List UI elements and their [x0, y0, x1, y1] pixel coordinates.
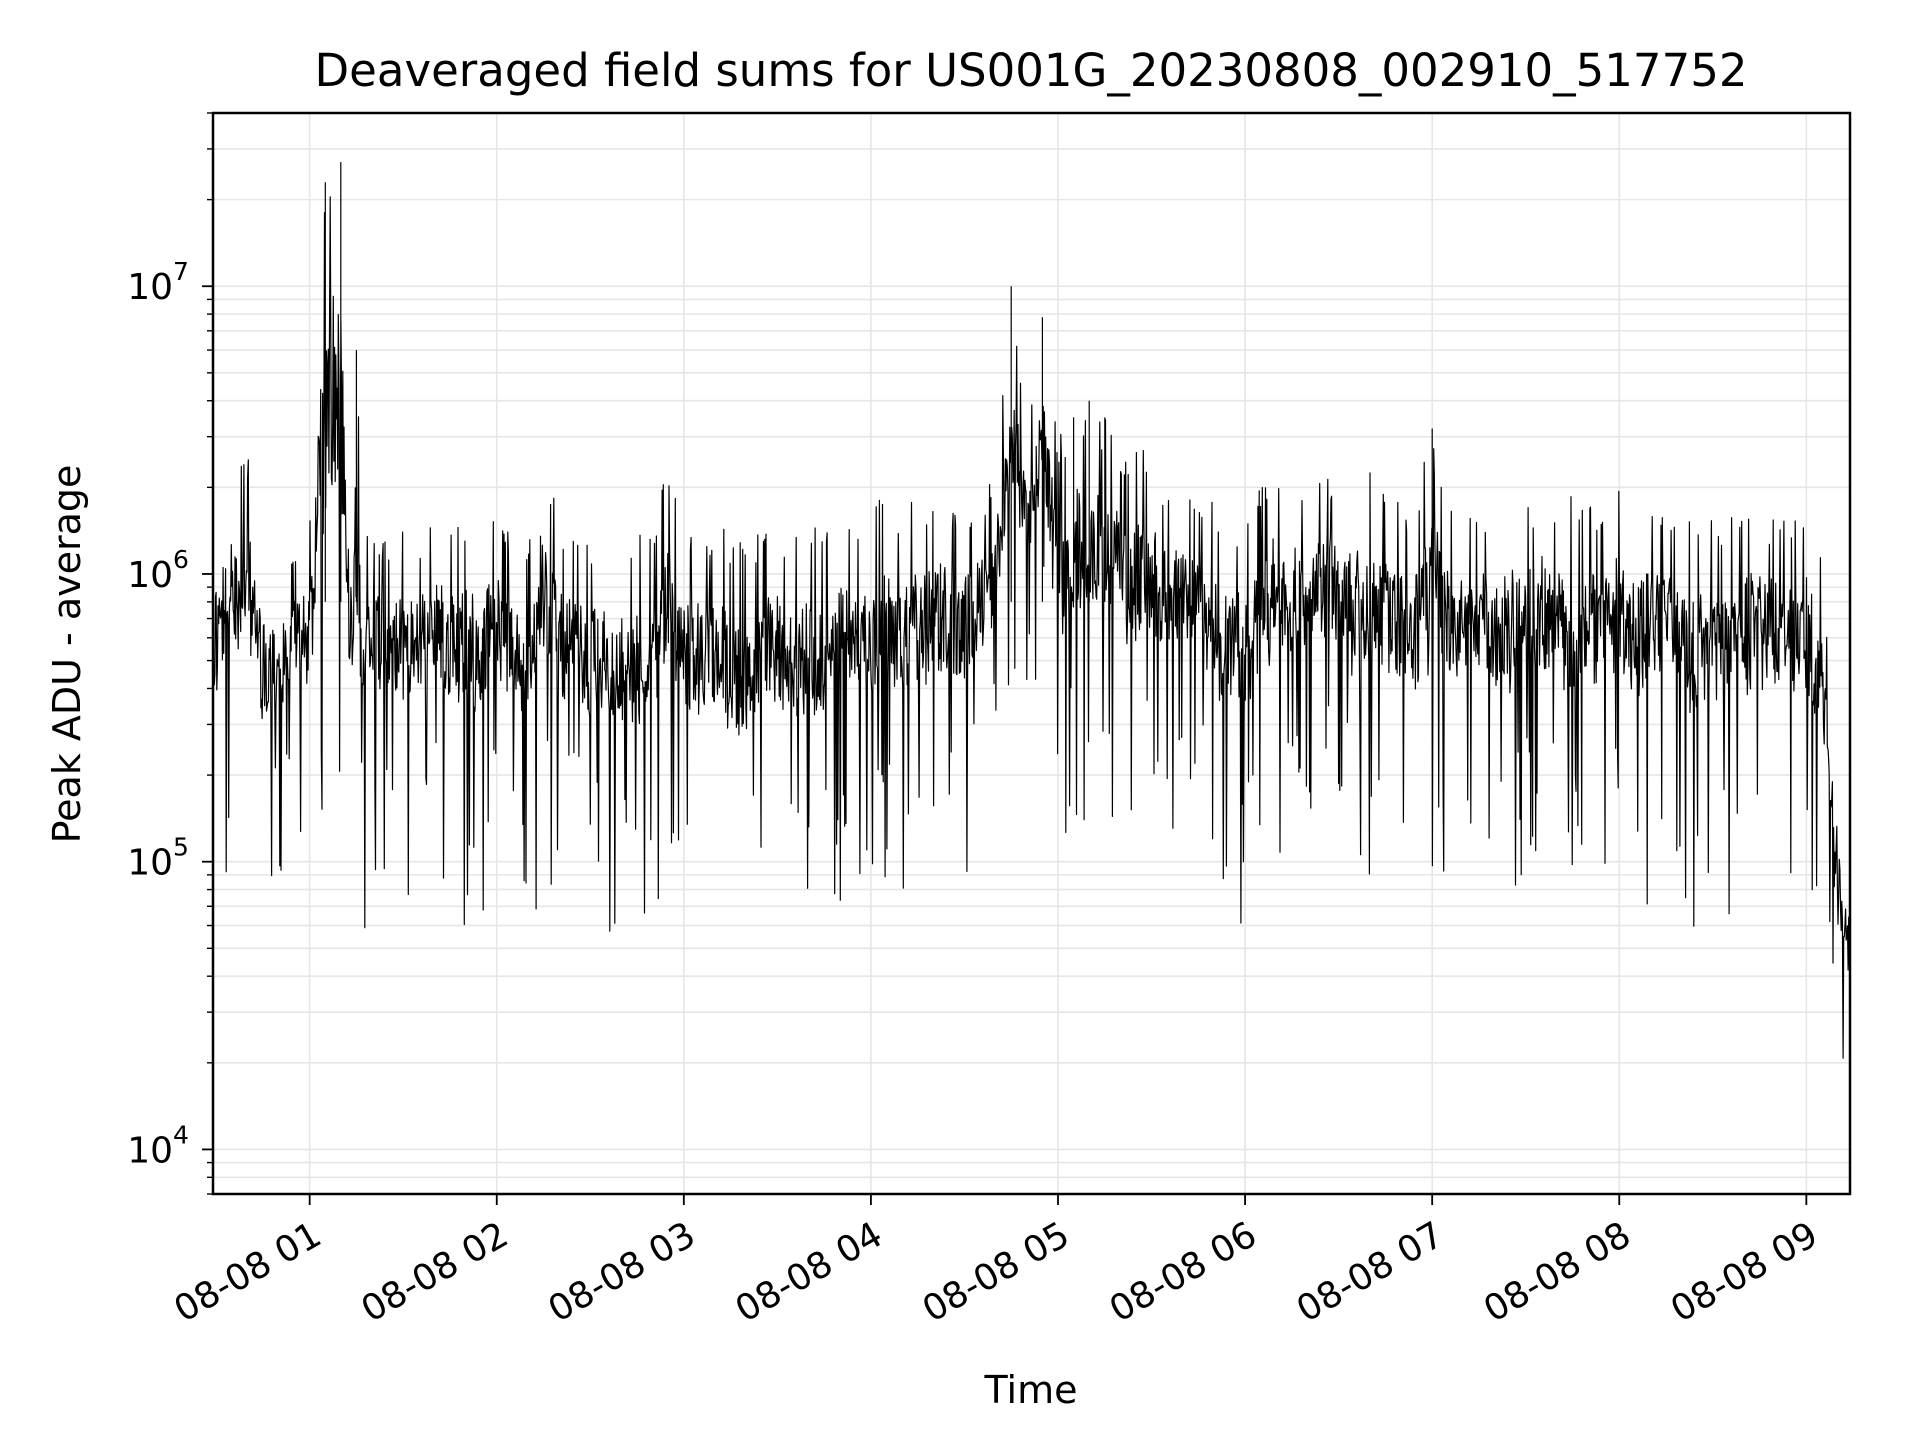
y-tick-label: 10 [127, 267, 173, 308]
plot-area-frame [211, 111, 1852, 1196]
x-tick-label: 08-08 08 [1477, 1214, 1638, 1330]
x-tick-label: 08-08 03 [542, 1214, 703, 1330]
y-axis-label: Peak ADU - average [45, 465, 89, 844]
x-tick-label: 08-08 04 [729, 1214, 890, 1330]
y-tick-label: 10 [127, 843, 173, 884]
y-tick-label: 10 [127, 555, 173, 596]
x-tick-label: 08-08 06 [1103, 1214, 1264, 1330]
y-tick-label-exponent: 5 [173, 833, 189, 862]
y-tick-label-base: 10 [127, 1130, 173, 1171]
y-tick-label-exponent: 7 [173, 257, 189, 286]
chart-title: Deaveraged field sums for US001G_2023080… [315, 44, 1748, 97]
x-tick-label: 08-08 09 [1664, 1214, 1825, 1330]
x-axis-label: Time [984, 1368, 1078, 1412]
x-axis: 08-08 01 08-08 02 08-08 03 08-08 04 08-08 05… [167, 1194, 1825, 1331]
y-tick-label-exponent: 4 [173, 1120, 189, 1149]
x-tick-label: 08-08 01 [167, 1214, 328, 1330]
y-tick-label-base: 10 [127, 843, 173, 884]
y-tick-label-base: 10 [127, 555, 173, 596]
x-tick-label: 08-08 07 [1290, 1214, 1451, 1330]
y-tick-label-exponent: 6 [173, 545, 189, 574]
data-series-line [212, 162, 1851, 1059]
y-tick-label-base: 10 [127, 267, 173, 308]
y-tick-label: 10 [127, 1130, 173, 1171]
x-tick-label: 08-08 05 [916, 1214, 1077, 1330]
x-tick-label: 08-08 02 [355, 1214, 516, 1330]
